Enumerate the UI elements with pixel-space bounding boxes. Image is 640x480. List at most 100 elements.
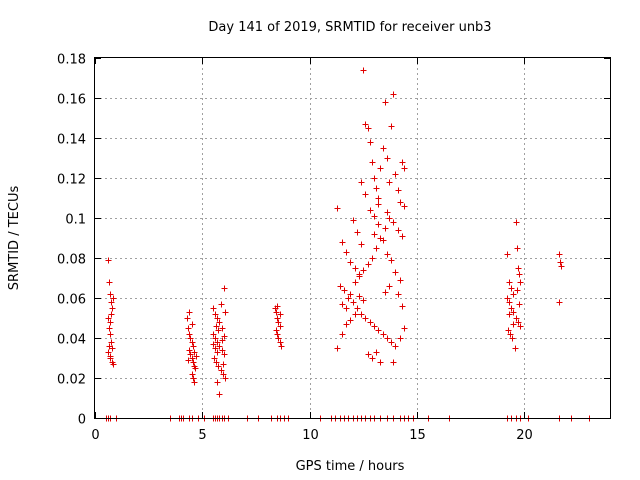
data-point [105,257,112,264]
y-tick-label: 0 [78,413,86,428]
data-point [274,303,281,310]
data-point [347,259,354,266]
data-point [399,233,406,240]
data-point [506,311,513,318]
data-point [375,221,382,228]
data-point [341,287,348,294]
data-point [219,325,226,332]
data-point [510,309,517,316]
data-point [513,315,520,322]
y-tick-label: 0.04 [57,333,86,348]
data-point [517,323,524,330]
data-point [216,319,223,326]
data-point [515,319,522,326]
data-point [352,279,359,286]
data-point [186,331,193,338]
x-tick-labels: 0 5 10 15 20 [91,428,532,443]
data-point [110,361,117,368]
data-point [343,305,350,312]
data-point [105,349,112,356]
data-point [108,339,115,346]
data-point [214,315,221,322]
data-point [186,347,193,354]
data-point [556,251,563,258]
data-point [187,335,194,342]
data-point [365,261,372,268]
data-point [273,309,280,316]
y-tick-label: 0.08 [57,253,86,268]
data-point [274,315,281,322]
data-point [514,287,521,294]
data-point [375,201,382,208]
x-tick-label: 20 [516,428,533,443]
data-point [343,249,350,256]
data-point [190,359,197,366]
data-point [377,359,384,366]
data-point [189,321,196,328]
data-point [367,139,374,146]
data-point [343,321,350,328]
y-axis-label: SRMTID / TECUs [7,186,22,291]
data-point [384,335,391,342]
y-tick-label: 0.18 [57,53,86,68]
data-point [369,159,376,166]
data-point [350,217,357,224]
data-point [185,325,192,332]
data-point [108,299,115,306]
data-point [384,251,391,258]
data-point [107,355,114,362]
data-point [369,355,376,362]
data-point [219,337,226,344]
x-tick-label: 0 [91,428,99,443]
data-point [210,305,217,312]
data-point [107,291,114,298]
data-point [106,279,113,286]
data-point [193,353,200,360]
data-point [508,305,515,312]
data-point [339,331,346,338]
data-point [189,355,196,362]
data-point [373,185,380,192]
data-point [354,305,361,312]
data-point [386,215,393,222]
data-point [509,335,516,342]
data-point [392,343,399,350]
data-point [350,299,357,306]
data-point [386,179,393,186]
data-point [362,315,369,322]
data-point [388,257,395,264]
data-point [185,357,192,364]
data-point [397,199,404,206]
data-point [275,319,282,326]
data-point [107,331,114,338]
data-point [399,159,406,166]
data-point [218,301,225,308]
data-point [390,359,397,366]
data-point [275,335,282,342]
data-point [395,291,402,298]
data-point [384,209,391,216]
data-point [222,375,229,382]
data-point [352,265,359,272]
y-tick-label: 0.16 [57,93,86,108]
data-point [401,203,408,210]
data-point [214,339,221,346]
data-point [277,323,284,330]
y-tick-labels: 0 0.02 0.04 0.06 0.08 0.1 0.12 0.14 0.16 0.18 [57,53,86,428]
data-point [210,341,217,348]
data-point [397,277,404,284]
data-point [345,295,352,302]
data-point [504,251,511,258]
data-point [510,291,517,298]
data-point [377,165,384,172]
data-point [212,311,219,318]
data-point [221,285,228,292]
data-point [382,289,389,296]
data-point [189,339,196,346]
y-tick-label: 0.06 [57,293,86,308]
data-point [347,291,354,298]
data-point [380,145,387,152]
data-point [221,333,228,340]
